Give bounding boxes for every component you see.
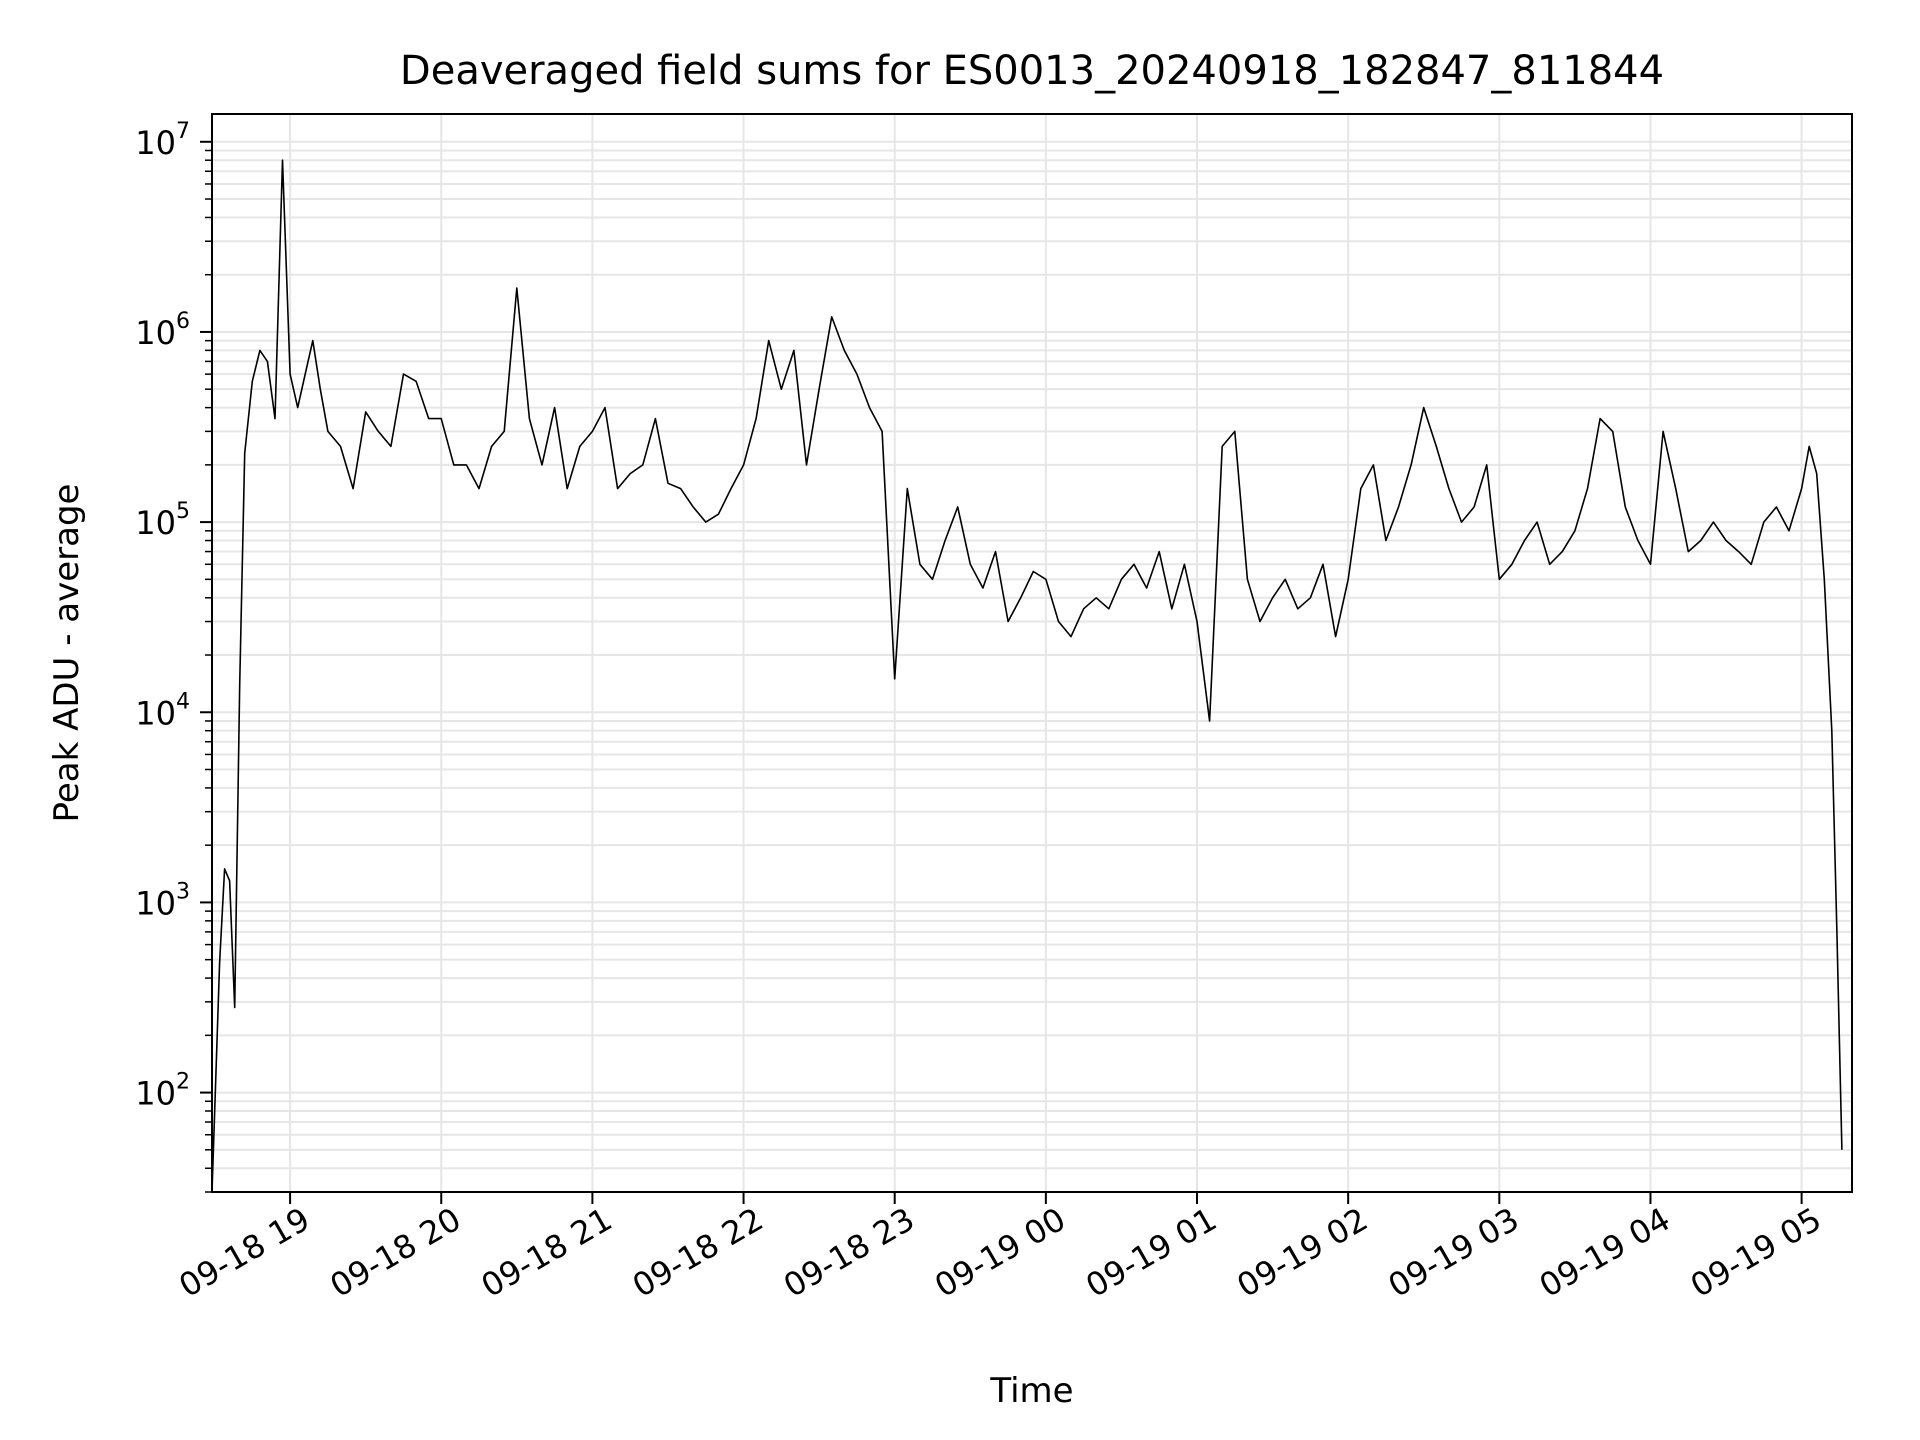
y-axis-label: Peak ADU - average <box>47 484 87 823</box>
series-line-0 <box>211 159 1843 1193</box>
chart-title: Deaveraged field sums for ES0013_2024091… <box>400 48 1664 94</box>
plot-frame <box>211 113 1853 1193</box>
y-tick-base: 10 <box>135 694 176 732</box>
y-tick-base: 10 <box>135 1075 176 1113</box>
grid <box>212 114 1852 1193</box>
y-tick-exponent: 4 <box>176 689 190 714</box>
y-tick-label: 106 <box>135 309 190 352</box>
y-tick-base: 10 <box>135 124 176 162</box>
y-tick-base: 10 <box>135 884 176 922</box>
y-tick-exponent: 2 <box>176 1070 190 1095</box>
y-tick-exponent: 7 <box>176 119 190 144</box>
y-tick-label: 107 <box>135 119 190 162</box>
series-group <box>211 159 1843 1193</box>
y-tick-exponent: 5 <box>176 499 190 524</box>
y-tick-label: 104 <box>135 689 190 732</box>
y-tick-exponent: 3 <box>176 879 190 904</box>
y-tick-base: 10 <box>135 314 176 352</box>
y-tick-label: 102 <box>135 1070 190 1113</box>
y-tick-label: 105 <box>135 499 190 542</box>
y-tick-exponent: 6 <box>176 309 190 334</box>
y-tick-base: 10 <box>135 504 176 542</box>
y-tick-label: 103 <box>135 879 190 922</box>
x-axis-label: Time <box>989 1371 1073 1411</box>
